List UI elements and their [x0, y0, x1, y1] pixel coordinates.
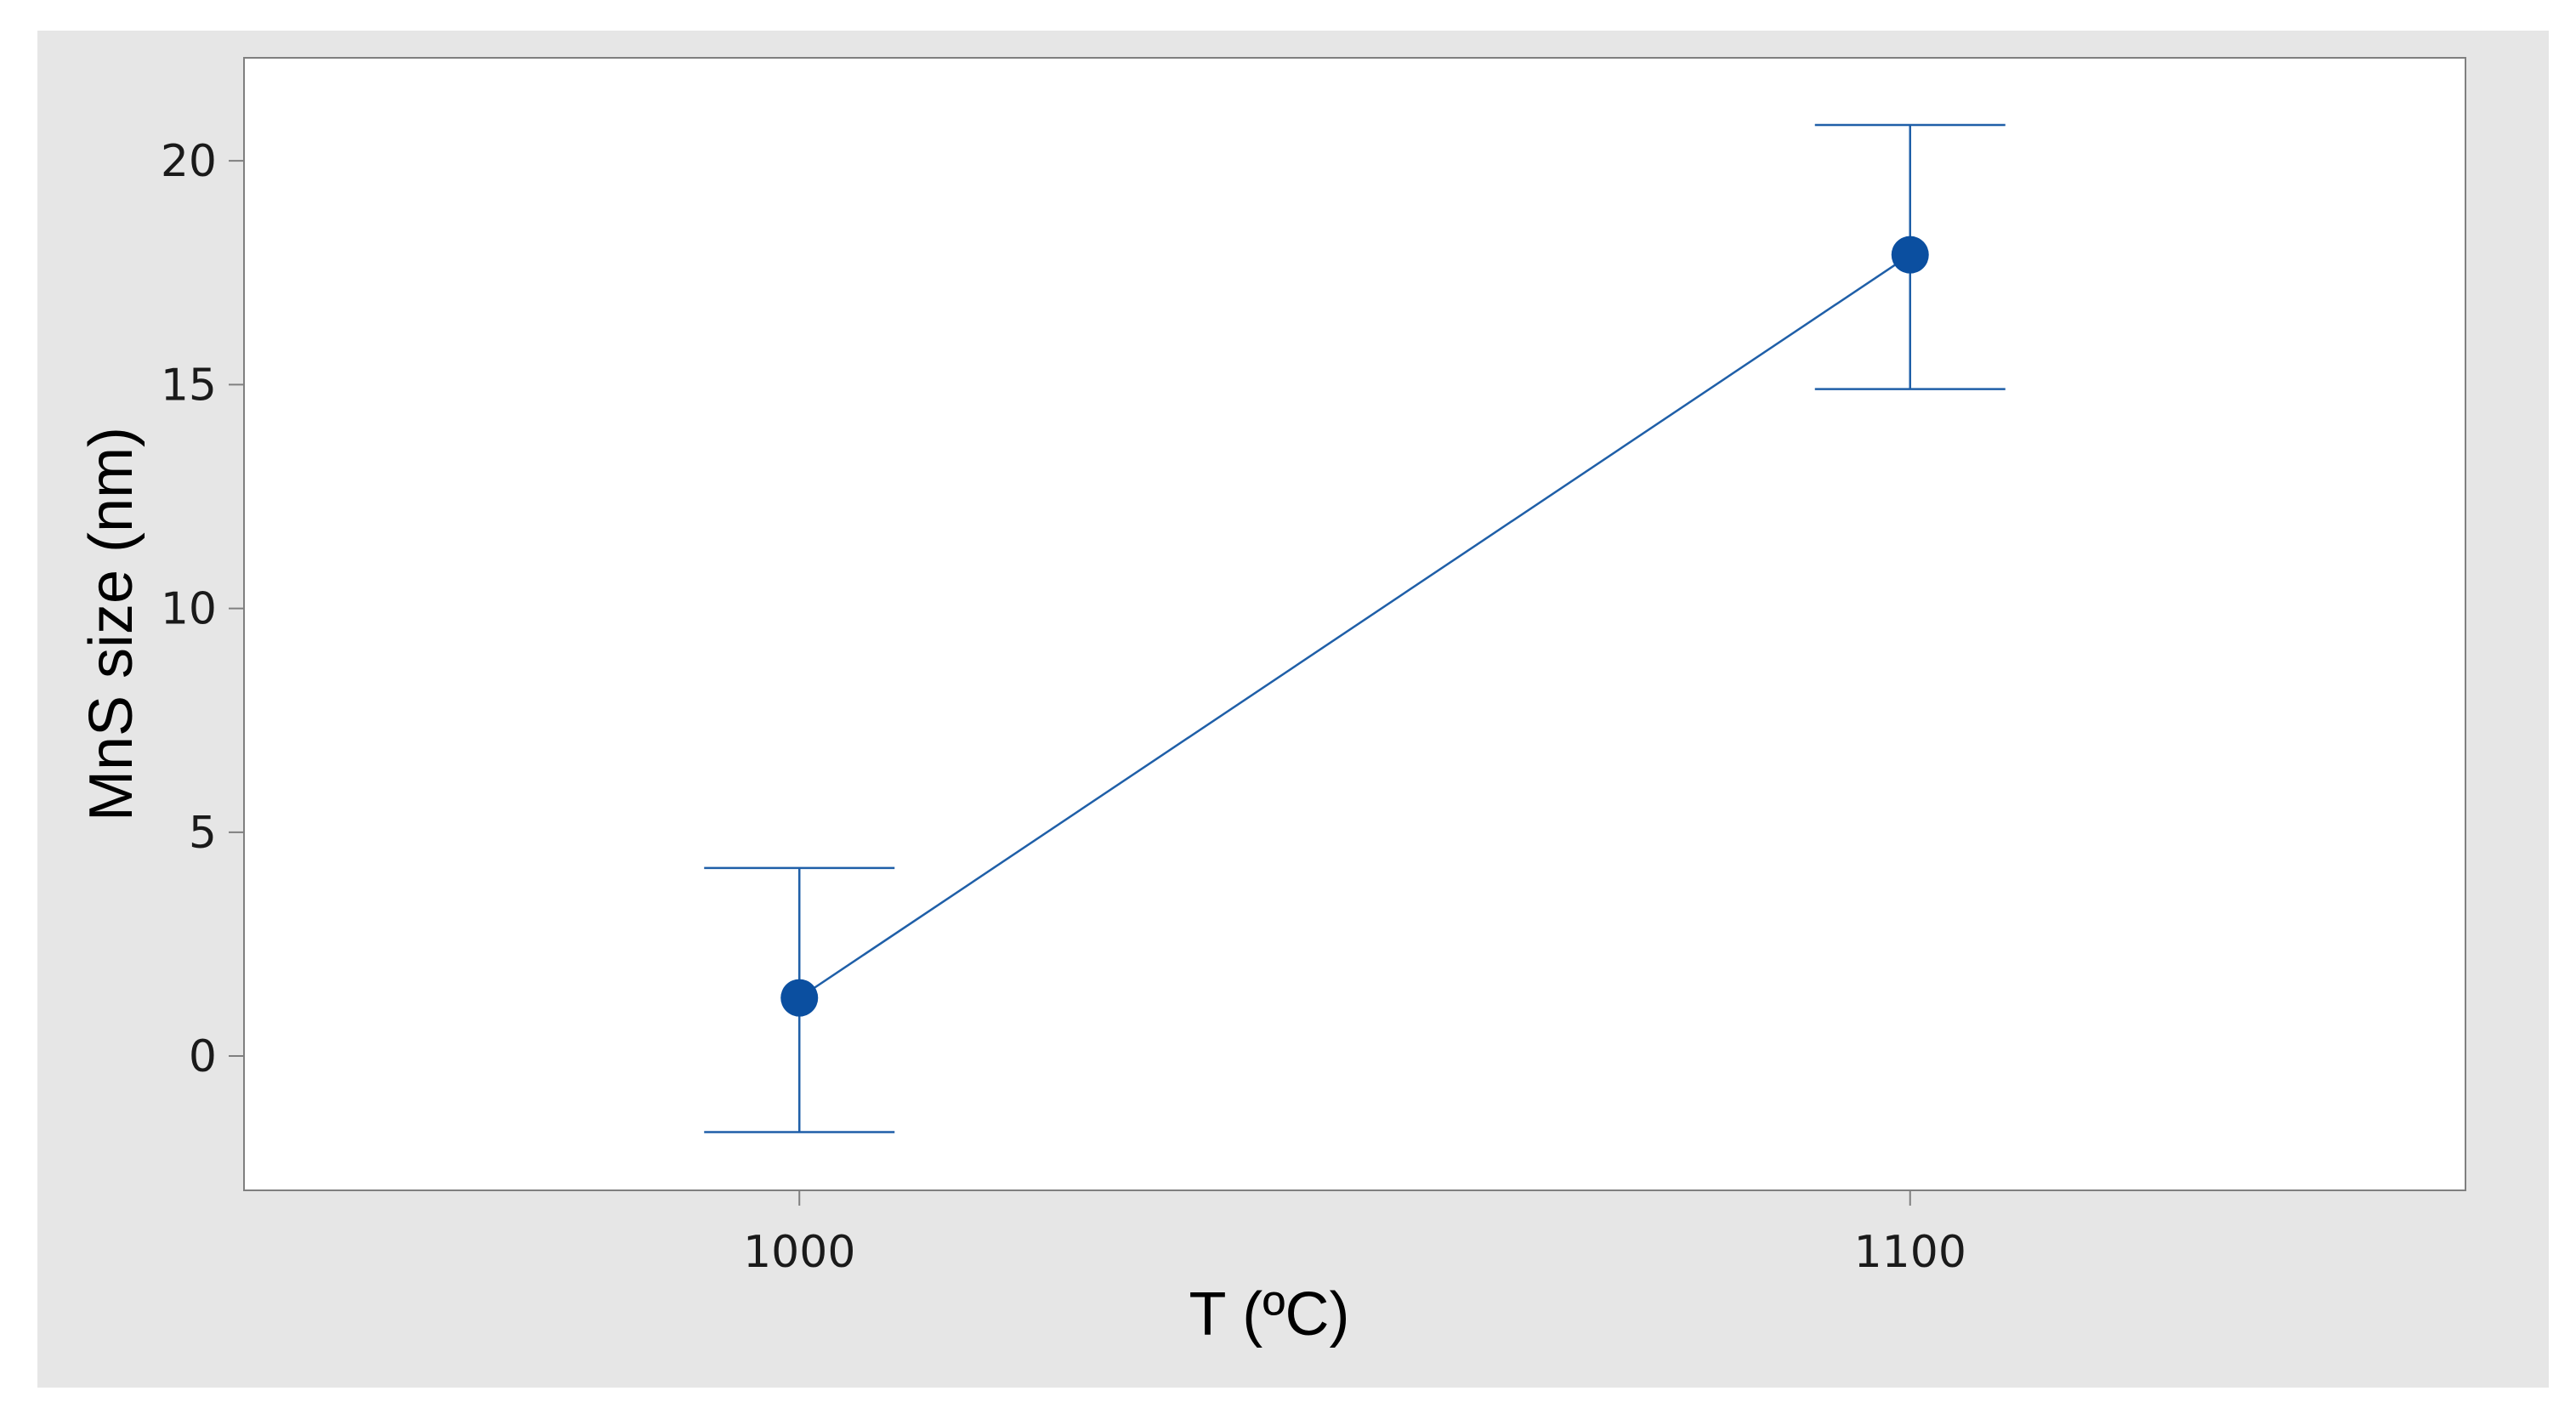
y-tick-label: 15	[161, 360, 217, 411]
x-axis-title: T (ºC)	[1189, 1280, 1350, 1348]
y-tick-label: 5	[189, 808, 217, 859]
data-point	[780, 979, 819, 1017]
series-line	[798, 253, 1911, 999]
axes: 0 5 10 15 20 1000 1100	[161, 136, 1966, 1278]
y-tick-label: 20	[161, 136, 217, 187]
plot-area	[243, 57, 2466, 1191]
data-point	[1891, 236, 1929, 274]
y-tick-label: 10	[161, 584, 217, 635]
x-tick-label: 1000	[743, 1227, 855, 1278]
x-tick-label: 1100	[1854, 1227, 1966, 1278]
series-group	[704, 123, 2006, 1133]
y-axis-title: MnS size (nm)	[77, 427, 145, 821]
y-tick-label: 0	[189, 1031, 217, 1082]
